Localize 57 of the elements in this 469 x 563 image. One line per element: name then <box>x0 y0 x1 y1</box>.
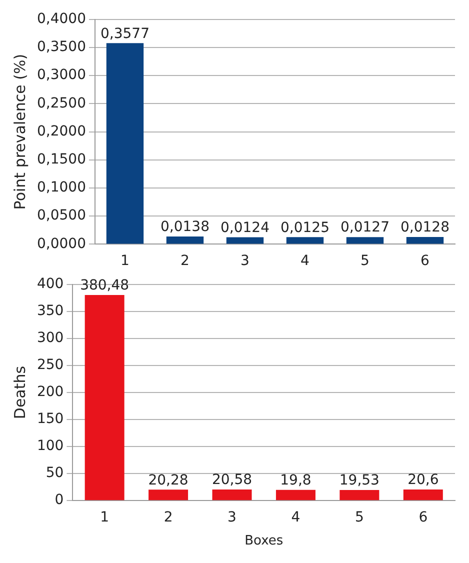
data-label: 20,28 <box>148 472 188 488</box>
data-label: 20,58 <box>212 472 252 488</box>
bar <box>286 237 324 244</box>
y-tick-label: 400 <box>36 276 64 292</box>
x-tick-label: 6 <box>418 510 428 526</box>
y-tick-label: 0 <box>54 492 64 508</box>
x-tick-label: 6 <box>420 253 430 270</box>
y-tick-label: 150 <box>36 411 64 428</box>
data-label: 0,0128 <box>400 220 450 236</box>
y-tick-label: 0,2500 <box>36 95 86 112</box>
x-tick-label: 1 <box>100 510 110 526</box>
y-tick-label: 50 <box>46 465 64 482</box>
y-tick-label: 0,3500 <box>36 39 86 56</box>
bar <box>166 236 204 244</box>
data-label: 0,0124 <box>220 220 270 236</box>
y-axis-title: Deaths <box>10 366 29 420</box>
y-tick-label: 0,1500 <box>36 152 86 168</box>
x-tick-label: 2 <box>164 510 173 526</box>
x-tick-label: 5 <box>354 510 364 526</box>
x-axis-title: Boxes <box>244 534 284 549</box>
y-tick-label: 0,0500 <box>36 208 86 224</box>
data-label: 0,0138 <box>160 219 210 236</box>
y-tick-label: 300 <box>36 330 64 346</box>
bar <box>403 489 443 500</box>
bar <box>212 489 252 500</box>
bar <box>148 490 188 500</box>
x-tick-label: 3 <box>228 510 236 526</box>
y-tick-label: 0,1000 <box>36 180 86 196</box>
x-tick-label: 5 <box>360 253 370 270</box>
bar <box>276 490 316 500</box>
x-tick-label: 4 <box>300 253 310 270</box>
data-label: 20,6 <box>408 472 439 488</box>
x-tick-label: 4 <box>291 510 300 526</box>
bar <box>340 490 380 500</box>
y-tick-label: 200 <box>36 384 64 400</box>
y-tick-label: 350 <box>36 303 64 320</box>
data-label: 0,0127 <box>340 220 390 236</box>
data-label: 0,0125 <box>280 220 330 236</box>
y-tick-label: 0,0000 <box>36 236 86 252</box>
y-tick-label: 250 <box>36 357 64 374</box>
data-label: 19,8 <box>280 472 312 489</box>
y-tick-label: 100 <box>36 438 64 454</box>
data-label: 0,3577 <box>100 26 150 42</box>
y-tick-label: 0,2000 <box>36 123 86 140</box>
data-label: 19,53 <box>339 472 380 489</box>
bar <box>406 237 444 244</box>
y-tick-label: 0,4000 <box>36 11 86 28</box>
y-axis-title: Point prevalence (%) <box>10 54 29 210</box>
bar <box>226 237 264 244</box>
y-tick-label: 0,3000 <box>36 67 86 84</box>
data-label: 380,48 <box>80 278 130 294</box>
bar <box>106 43 144 244</box>
x-tick-label: 2 <box>180 253 190 270</box>
bar <box>346 237 384 244</box>
x-tick-label: 3 <box>240 253 250 270</box>
bar <box>84 294 124 500</box>
x-tick-label: 1 <box>120 253 130 270</box>
